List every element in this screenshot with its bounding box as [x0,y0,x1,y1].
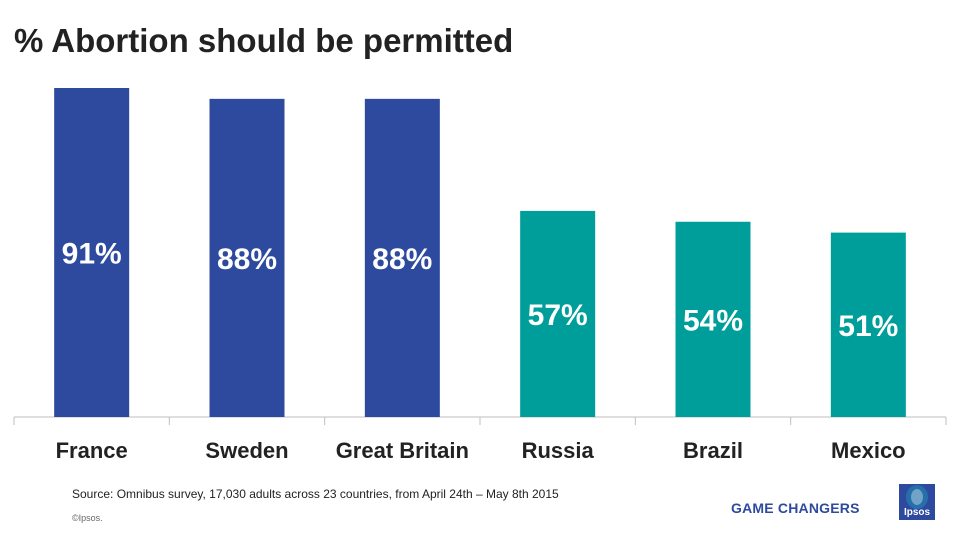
bar-brazil [675,221,751,417]
bar-sweden [209,98,285,417]
data-label: 51% [838,310,898,343]
bar-france [54,88,130,417]
chart-title: % Abortion should be permitted [14,22,514,59]
bar-great-britain [364,98,440,417]
x-tick-label: Russia [522,438,595,463]
bar-russia [520,210,596,417]
data-label: 54% [683,304,743,337]
tagline: GAME CHANGERS [731,500,860,516]
data-label: 88% [217,243,277,276]
data-label: 57% [528,299,588,332]
source-note: Source: Omnibus survey, 17,030 adults ac… [72,487,559,501]
x-tick-label: Great Britain [336,438,469,463]
logo-text: Ipsos [904,507,931,518]
ipsos-logo: Ipsos [899,484,935,520]
x-tick-label: France [56,438,128,463]
bar-mexico [830,232,906,417]
x-tick-label: Sweden [205,438,288,463]
bar-chart: 91% France 88% Sweden 88% Great Britain 57% Rus… [13,88,947,463]
x-tick-label: Mexico [831,438,906,463]
data-label: 88% [372,243,432,276]
data-label: 91% [62,238,122,271]
x-tick-label: Brazil [683,438,743,463]
copyright-note: ©Ipsos. [72,513,103,523]
